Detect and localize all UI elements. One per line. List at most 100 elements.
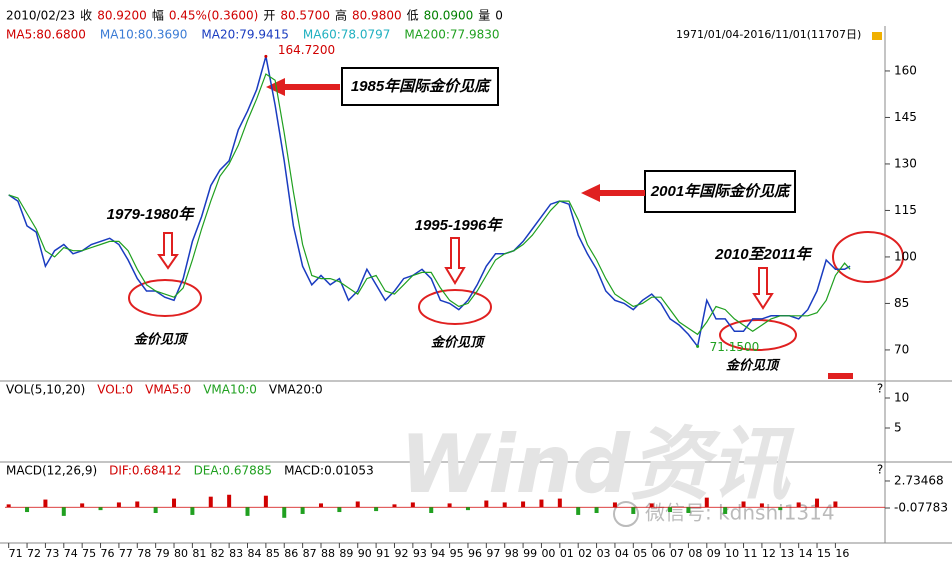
y-tick-label: 130 (894, 156, 917, 170)
macd-bar (741, 501, 746, 508)
macd-bar (80, 503, 85, 508)
marker (828, 373, 853, 379)
legend-text: 0.45%(0.3600) (169, 9, 258, 23)
macd-bar (153, 507, 158, 514)
legend-text: MA200:77.9830 (404, 28, 499, 42)
legend-text: VOL:0 (97, 383, 133, 397)
macd-bar (6, 504, 11, 508)
x-tick-label: 06 (652, 547, 666, 560)
x-tick-label: 12 (762, 547, 776, 560)
x-tick-label: 09 (707, 547, 721, 560)
legend-text: 80.5700 (280, 9, 330, 23)
legend-text: MA60:78.0797 (303, 28, 391, 42)
legend-text: MACD(12,26,9) (6, 464, 97, 478)
x-tick-label: 96 (468, 547, 482, 560)
x-tick-label: 89 (339, 547, 353, 560)
wechat-icon (613, 501, 639, 527)
extreme-label: 164.7200 (278, 43, 335, 57)
macd-bar (135, 501, 140, 508)
legend-text: MACD:0.01053 (284, 464, 374, 478)
x-tick-label: 97 (486, 547, 500, 560)
x-tick-label: 00 (541, 547, 555, 560)
macd-bar (778, 507, 783, 511)
x-tick-label: 99 (523, 547, 537, 560)
macd-bar (723, 507, 728, 514)
legend-text: 高 (335, 8, 347, 23)
macd-bar (465, 507, 470, 511)
macd-bar (521, 501, 526, 508)
x-tick-label: 08 (688, 547, 702, 560)
y-tick-label: 115 (894, 203, 917, 217)
annotation: 1979-1980年 (107, 205, 196, 223)
annotation: 1985年国际金价见底 (351, 77, 492, 95)
macd-bar (374, 507, 379, 512)
x-tick-label: 71 (9, 547, 23, 560)
macd-bar (686, 507, 691, 514)
x-tick-label: 86 (284, 547, 298, 560)
macd-bar (282, 507, 287, 518)
x-tick-label: 80 (174, 547, 188, 560)
x-tick-label: 98 (505, 547, 519, 560)
legend-text: 80.9800 (352, 9, 402, 23)
x-tick-label: 77 (119, 547, 133, 560)
macd-bar (227, 494, 232, 508)
extreme-label: 71.1500 (710, 340, 760, 354)
legend-text: VMA10:0 (203, 383, 257, 397)
legend-text: DIF:0.68412 (109, 464, 181, 478)
x-tick-label: 87 (303, 547, 317, 560)
legend-text: 开 (263, 9, 275, 23)
annotation-box (341, 67, 499, 106)
legend-text: MA10:80.3690 (100, 28, 188, 42)
range-text: 1971/01/04-2016/11/01(11707日) (676, 28, 861, 41)
macd-bar (245, 507, 250, 516)
x-tick-label: 79 (156, 547, 170, 560)
legend-text: DEA:0.67885 (194, 464, 273, 478)
arrow (581, 184, 645, 202)
x-tick-label: 85 (266, 547, 280, 560)
macd-bar (190, 507, 195, 515)
x-tick-label: 74 (64, 547, 78, 560)
x-tick-label: 13 (780, 547, 794, 560)
macd-bar (61, 507, 66, 516)
x-tick-label: 72 (27, 547, 41, 560)
macd-bar (649, 503, 654, 508)
legend-text: VOL(5,10,20) (6, 383, 85, 397)
legend-text: 0 (495, 9, 503, 23)
y-tick-label: 85 (894, 296, 909, 310)
circle-mark (832, 231, 904, 283)
macd-bar (631, 507, 636, 514)
macd-bar (594, 507, 599, 514)
legend-text: 低 (407, 9, 419, 23)
macd-bar (263, 495, 268, 508)
macd-bar (668, 507, 673, 513)
macd-bar (116, 502, 121, 508)
x-tick-label: 01 (560, 547, 574, 560)
legend-text: 收 (80, 9, 92, 23)
macd-bar (759, 503, 764, 508)
y-tick-label: 5 (894, 421, 902, 435)
macd-bar (447, 503, 452, 508)
x-tick-label: 10 (725, 547, 739, 560)
x-tick-label: 04 (615, 547, 629, 560)
x-tick-label: 05 (633, 547, 647, 560)
macd-bar (337, 507, 342, 513)
macd-bar (98, 507, 103, 511)
legend-text: 2010/02/23 (6, 9, 75, 23)
circle-mark (128, 279, 202, 317)
legend-text: VMA20:0 (269, 383, 323, 397)
macd-bar (576, 507, 581, 515)
x-tick-label: 16 (835, 547, 849, 560)
arrow (444, 237, 466, 285)
extreme-point (696, 344, 700, 348)
x-tick-label: 76 (101, 547, 115, 560)
legend-text: VMA5:0 (145, 383, 191, 397)
legend-text: MA20:79.9415 (201, 28, 289, 42)
annotation: 1995-1996年 (415, 216, 504, 234)
macd-bar (392, 504, 397, 508)
macd-bar (833, 501, 838, 508)
x-tick-label: 07 (670, 547, 684, 560)
price-line (8, 73, 851, 336)
x-tick-label: 14 (799, 547, 813, 560)
x-tick-label: 73 (45, 547, 59, 560)
macd-bar (502, 502, 507, 508)
